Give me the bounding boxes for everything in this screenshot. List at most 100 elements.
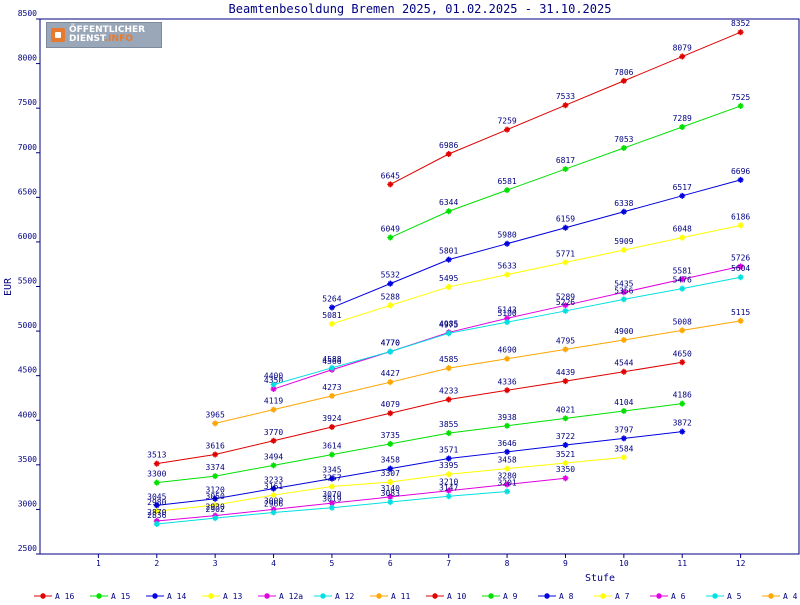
data-label: 3770 xyxy=(264,428,283,437)
point-marker xyxy=(328,475,335,482)
data-point xyxy=(562,378,569,385)
data-label: 4400 xyxy=(264,372,283,381)
data-point xyxy=(445,150,452,157)
data-label: 3735 xyxy=(381,431,400,440)
data-point xyxy=(270,406,277,413)
data-point xyxy=(328,504,335,511)
point-marker xyxy=(504,481,511,488)
legend-label: A_4 xyxy=(783,592,798,600)
data-point xyxy=(445,471,452,478)
data-point xyxy=(212,451,219,458)
point-marker xyxy=(504,448,511,455)
point-marker xyxy=(562,415,569,422)
point-marker xyxy=(737,29,744,36)
data-point xyxy=(387,379,394,386)
point-marker xyxy=(270,506,277,513)
data-label: 2980 xyxy=(147,498,166,507)
legend-item-a-16: A_16 xyxy=(34,592,74,601)
data-label: 2966 xyxy=(264,499,283,508)
y-tick-label: 8000 xyxy=(18,54,37,63)
data-point xyxy=(620,145,627,152)
point-marker xyxy=(212,473,219,480)
point-marker xyxy=(737,102,744,109)
point-marker xyxy=(679,276,686,283)
legend-label: A_9 xyxy=(503,592,518,600)
point-marker xyxy=(562,459,569,466)
data-point xyxy=(445,330,452,337)
point-marker xyxy=(562,166,569,173)
point-marker xyxy=(387,302,394,309)
point-marker xyxy=(620,208,627,215)
data-point xyxy=(679,276,686,283)
data-label: 3584 xyxy=(614,444,633,453)
point-marker xyxy=(445,430,452,437)
data-point xyxy=(445,208,452,215)
data-point xyxy=(737,29,744,36)
point-marker xyxy=(445,256,452,263)
point-marker xyxy=(387,348,394,355)
data-label: 3616 xyxy=(206,441,225,450)
legend-item-a-8: A_8 xyxy=(538,592,574,601)
data-label: 3797 xyxy=(614,425,633,434)
legend-marker xyxy=(376,593,382,599)
data-label: 4273 xyxy=(322,383,341,392)
data-point xyxy=(328,500,335,507)
data-label: 4021 xyxy=(556,405,575,414)
data-label: 3000 xyxy=(264,496,283,505)
data-point xyxy=(270,381,277,388)
point-marker xyxy=(270,462,277,469)
data-point xyxy=(328,475,335,482)
data-point xyxy=(270,492,277,499)
data-label: 2930 xyxy=(206,503,225,512)
point-marker xyxy=(679,359,686,366)
data-label: 5604 xyxy=(731,264,750,273)
data-label: 5264 xyxy=(322,295,341,304)
y-axis-label: EUR xyxy=(3,277,14,296)
point-marker xyxy=(562,307,569,314)
point-marker xyxy=(153,479,160,486)
legend-label: A_13 xyxy=(223,592,242,600)
data-point xyxy=(445,365,452,372)
point-marker xyxy=(387,410,394,417)
data-point xyxy=(153,518,160,525)
data-point xyxy=(562,346,569,353)
data-point xyxy=(737,317,744,324)
data-point xyxy=(562,302,569,309)
data-label: 7525 xyxy=(731,93,750,102)
point-marker xyxy=(504,187,511,194)
point-marker xyxy=(620,77,627,84)
data-point xyxy=(387,440,394,447)
data-point xyxy=(620,77,627,84)
data-point xyxy=(445,455,452,462)
point-marker xyxy=(679,192,686,199)
data-point xyxy=(387,348,394,355)
data-label: 5143 xyxy=(497,305,516,314)
legend-marker xyxy=(208,593,214,599)
data-point xyxy=(445,487,452,494)
data-label: 4585 xyxy=(439,355,458,364)
point-marker xyxy=(620,435,627,442)
data-label: 5909 xyxy=(614,237,633,246)
data-point xyxy=(212,420,219,427)
data-point xyxy=(270,509,277,516)
plot-area: 2500 3000 3500 4000 4500 5000 5500 6000 6500 7000… xyxy=(18,9,800,568)
data-point xyxy=(328,424,335,431)
point-marker xyxy=(504,271,511,278)
point-marker xyxy=(153,518,160,525)
data-label: 2902 xyxy=(206,505,225,514)
data-label: 7259 xyxy=(497,117,516,126)
data-point xyxy=(562,166,569,173)
data-point xyxy=(504,355,511,362)
data-point xyxy=(387,234,394,241)
x-tick-label: 5 xyxy=(330,559,335,568)
data-point xyxy=(387,479,394,486)
data-point xyxy=(153,508,160,515)
point-marker xyxy=(270,509,277,516)
data-point xyxy=(620,454,627,461)
legend-item-a-5: A_5 xyxy=(706,592,742,601)
x-tick-label: 6 xyxy=(388,559,393,568)
data-point xyxy=(212,515,219,522)
data-point xyxy=(387,280,394,287)
point-marker xyxy=(153,460,160,467)
